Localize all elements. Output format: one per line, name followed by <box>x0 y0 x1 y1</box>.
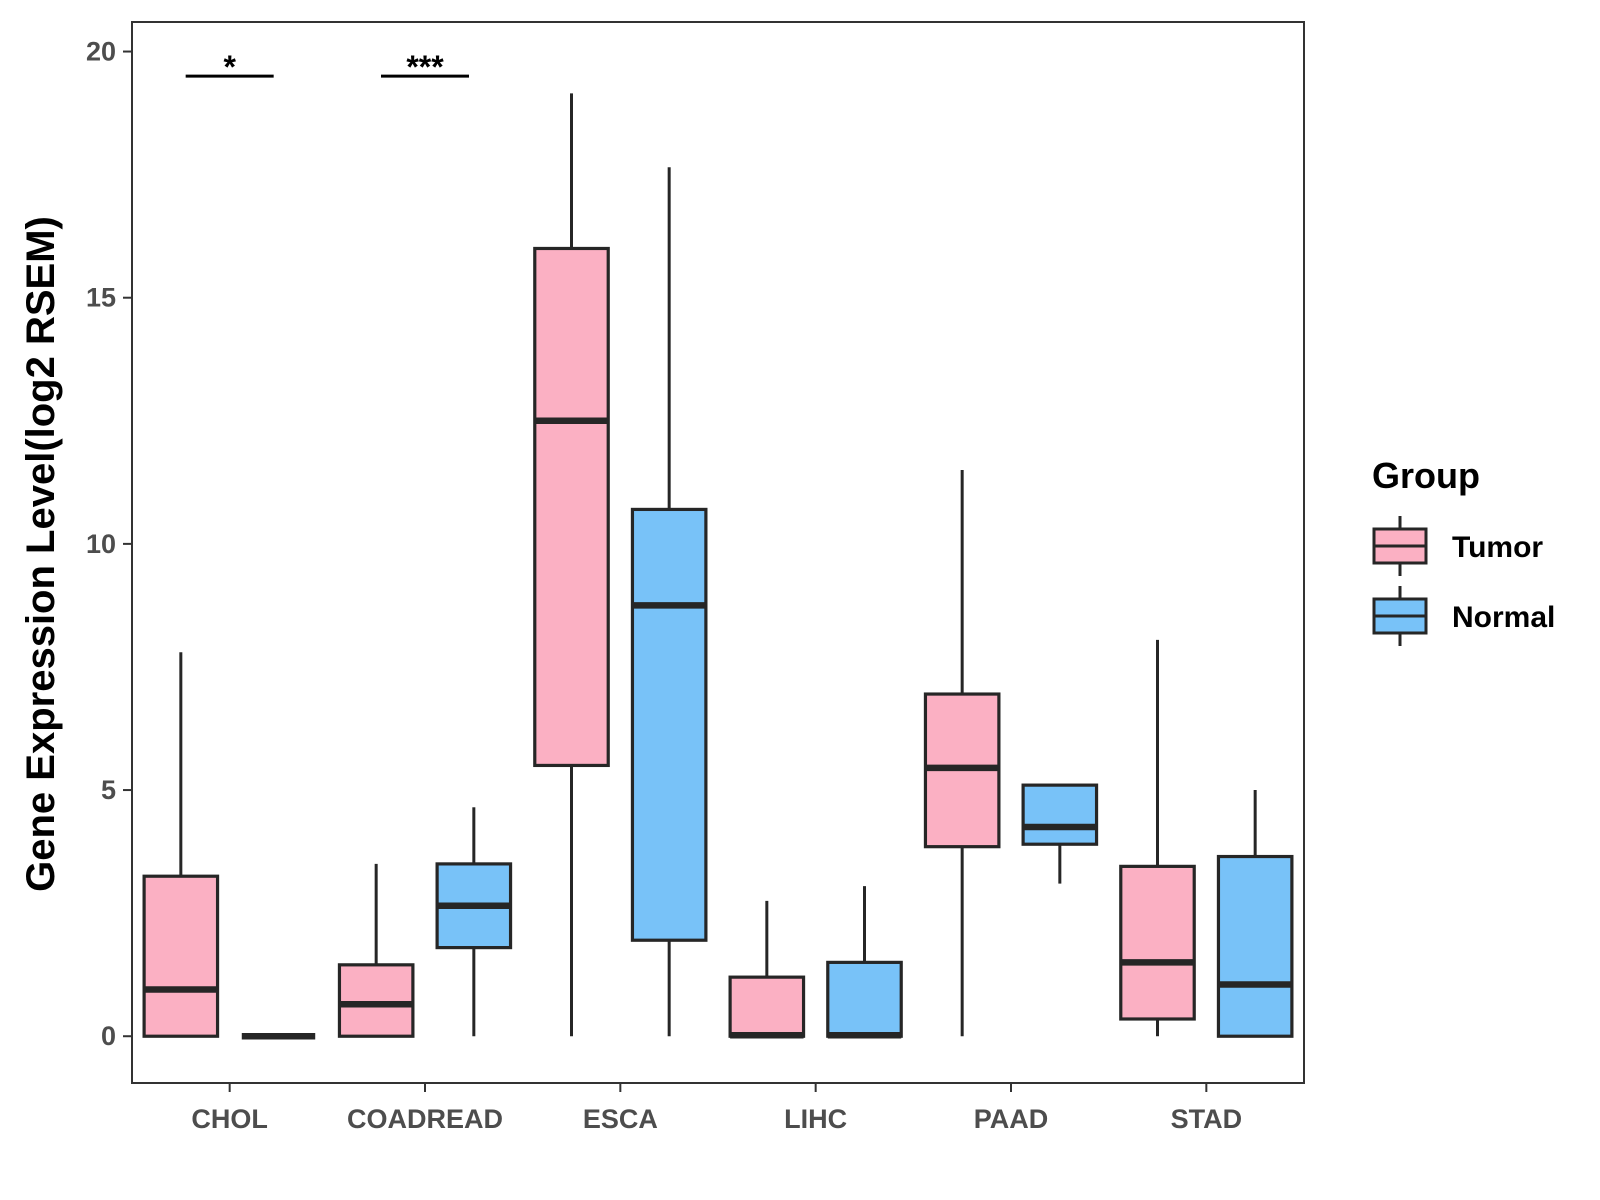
legend: Group Tumor Normal <box>1372 455 1555 646</box>
y-tick-label: 5 <box>101 775 116 805</box>
y-tick-label: 0 <box>101 1021 116 1051</box>
y-axis: 0 5 10 15 20 <box>86 37 132 1051</box>
legend-label: Normal <box>1452 601 1555 634</box>
box-tumor-esca <box>533 93 610 1037</box>
x-tick-label: CHOL <box>191 1104 268 1134</box>
x-tick-label: LIHC <box>784 1104 847 1134</box>
box-body <box>630 507 708 942</box>
box-body <box>337 963 415 1038</box>
box-tumor-lihc <box>728 900 806 1039</box>
x-axis: CHOL COADREAD ESCA LIHC PAAD STAD <box>191 1083 1242 1134</box>
legend-item-normal: Normal <box>1372 586 1555 646</box>
box-body <box>728 975 806 1038</box>
box-tumor-stad <box>1119 639 1196 1037</box>
box-tumor-coadread <box>337 863 415 1038</box>
legend-item-tumor: Tumor <box>1372 516 1543 576</box>
x-tick-label: STAD <box>1171 1104 1243 1134</box>
box-normal-esca <box>630 167 708 1037</box>
significance-label: *** <box>406 49 444 85</box>
x-tick-label: PAAD <box>974 1104 1049 1134</box>
box-series <box>142 93 1294 1040</box>
plot-panel <box>131 21 1305 1084</box>
x-tick-label: ESCA <box>583 1104 658 1134</box>
significance-annotations: * *** <box>185 49 469 85</box>
box-normal-coadread <box>435 807 513 1037</box>
y-tick-label: 20 <box>86 37 116 67</box>
y-axis-title: Gene Expression Level(log2 RSEM) <box>19 216 63 892</box>
box-body <box>1119 864 1196 1021</box>
box-body <box>1021 783 1099 846</box>
box-normal-paad <box>1021 783 1099 884</box>
y-tick-label: 10 <box>86 529 116 559</box>
y-tick-label: 15 <box>86 283 116 313</box>
box-body <box>1216 854 1294 1038</box>
legend-label: Tumor <box>1452 531 1543 564</box>
x-tick-label: COADREAD <box>347 1104 503 1134</box>
box-body <box>142 874 220 1038</box>
box-body <box>826 960 903 1038</box>
box-tumor-paad <box>923 470 1001 1037</box>
legend-title: Group <box>1372 455 1480 496</box>
box-normal-lihc <box>826 886 903 1039</box>
box-body <box>533 246 610 768</box>
significance-label: * <box>223 49 236 85</box>
box-tumor-chol <box>142 652 220 1038</box>
box-normal-stad <box>1216 790 1294 1038</box>
